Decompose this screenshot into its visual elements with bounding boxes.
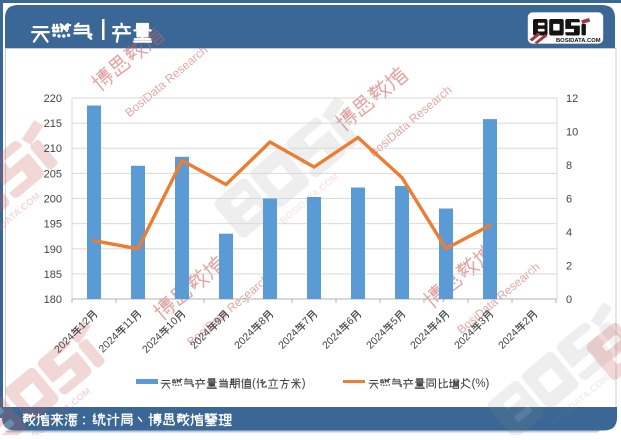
svg-text:0: 0: [566, 294, 572, 306]
svg-text:(%): (%): [472, 378, 490, 390]
svg-text:190: 190: [44, 244, 62, 256]
svg-text:4: 4: [566, 227, 572, 239]
svg-text:205: 205: [44, 168, 62, 180]
svg-text:): ): [302, 378, 306, 390]
svg-text:BOSIDATA.COM: BOSIDATA.COM: [556, 38, 601, 44]
svg-text:195: 195: [44, 219, 62, 231]
svg-text:8: 8: [566, 160, 572, 172]
svg-text:215: 215: [44, 118, 62, 130]
svg-text:220: 220: [44, 93, 62, 105]
svg-text:2: 2: [566, 261, 572, 273]
svg-text:180: 180: [44, 294, 62, 306]
svg-text:12: 12: [566, 93, 578, 105]
svg-text:(: (: [252, 378, 256, 390]
svg-text:210: 210: [44, 143, 62, 155]
svg-text:200: 200: [44, 194, 62, 206]
svg-text:185: 185: [44, 269, 62, 281]
svg-text:10: 10: [566, 127, 578, 139]
svg-text:6: 6: [566, 194, 572, 206]
